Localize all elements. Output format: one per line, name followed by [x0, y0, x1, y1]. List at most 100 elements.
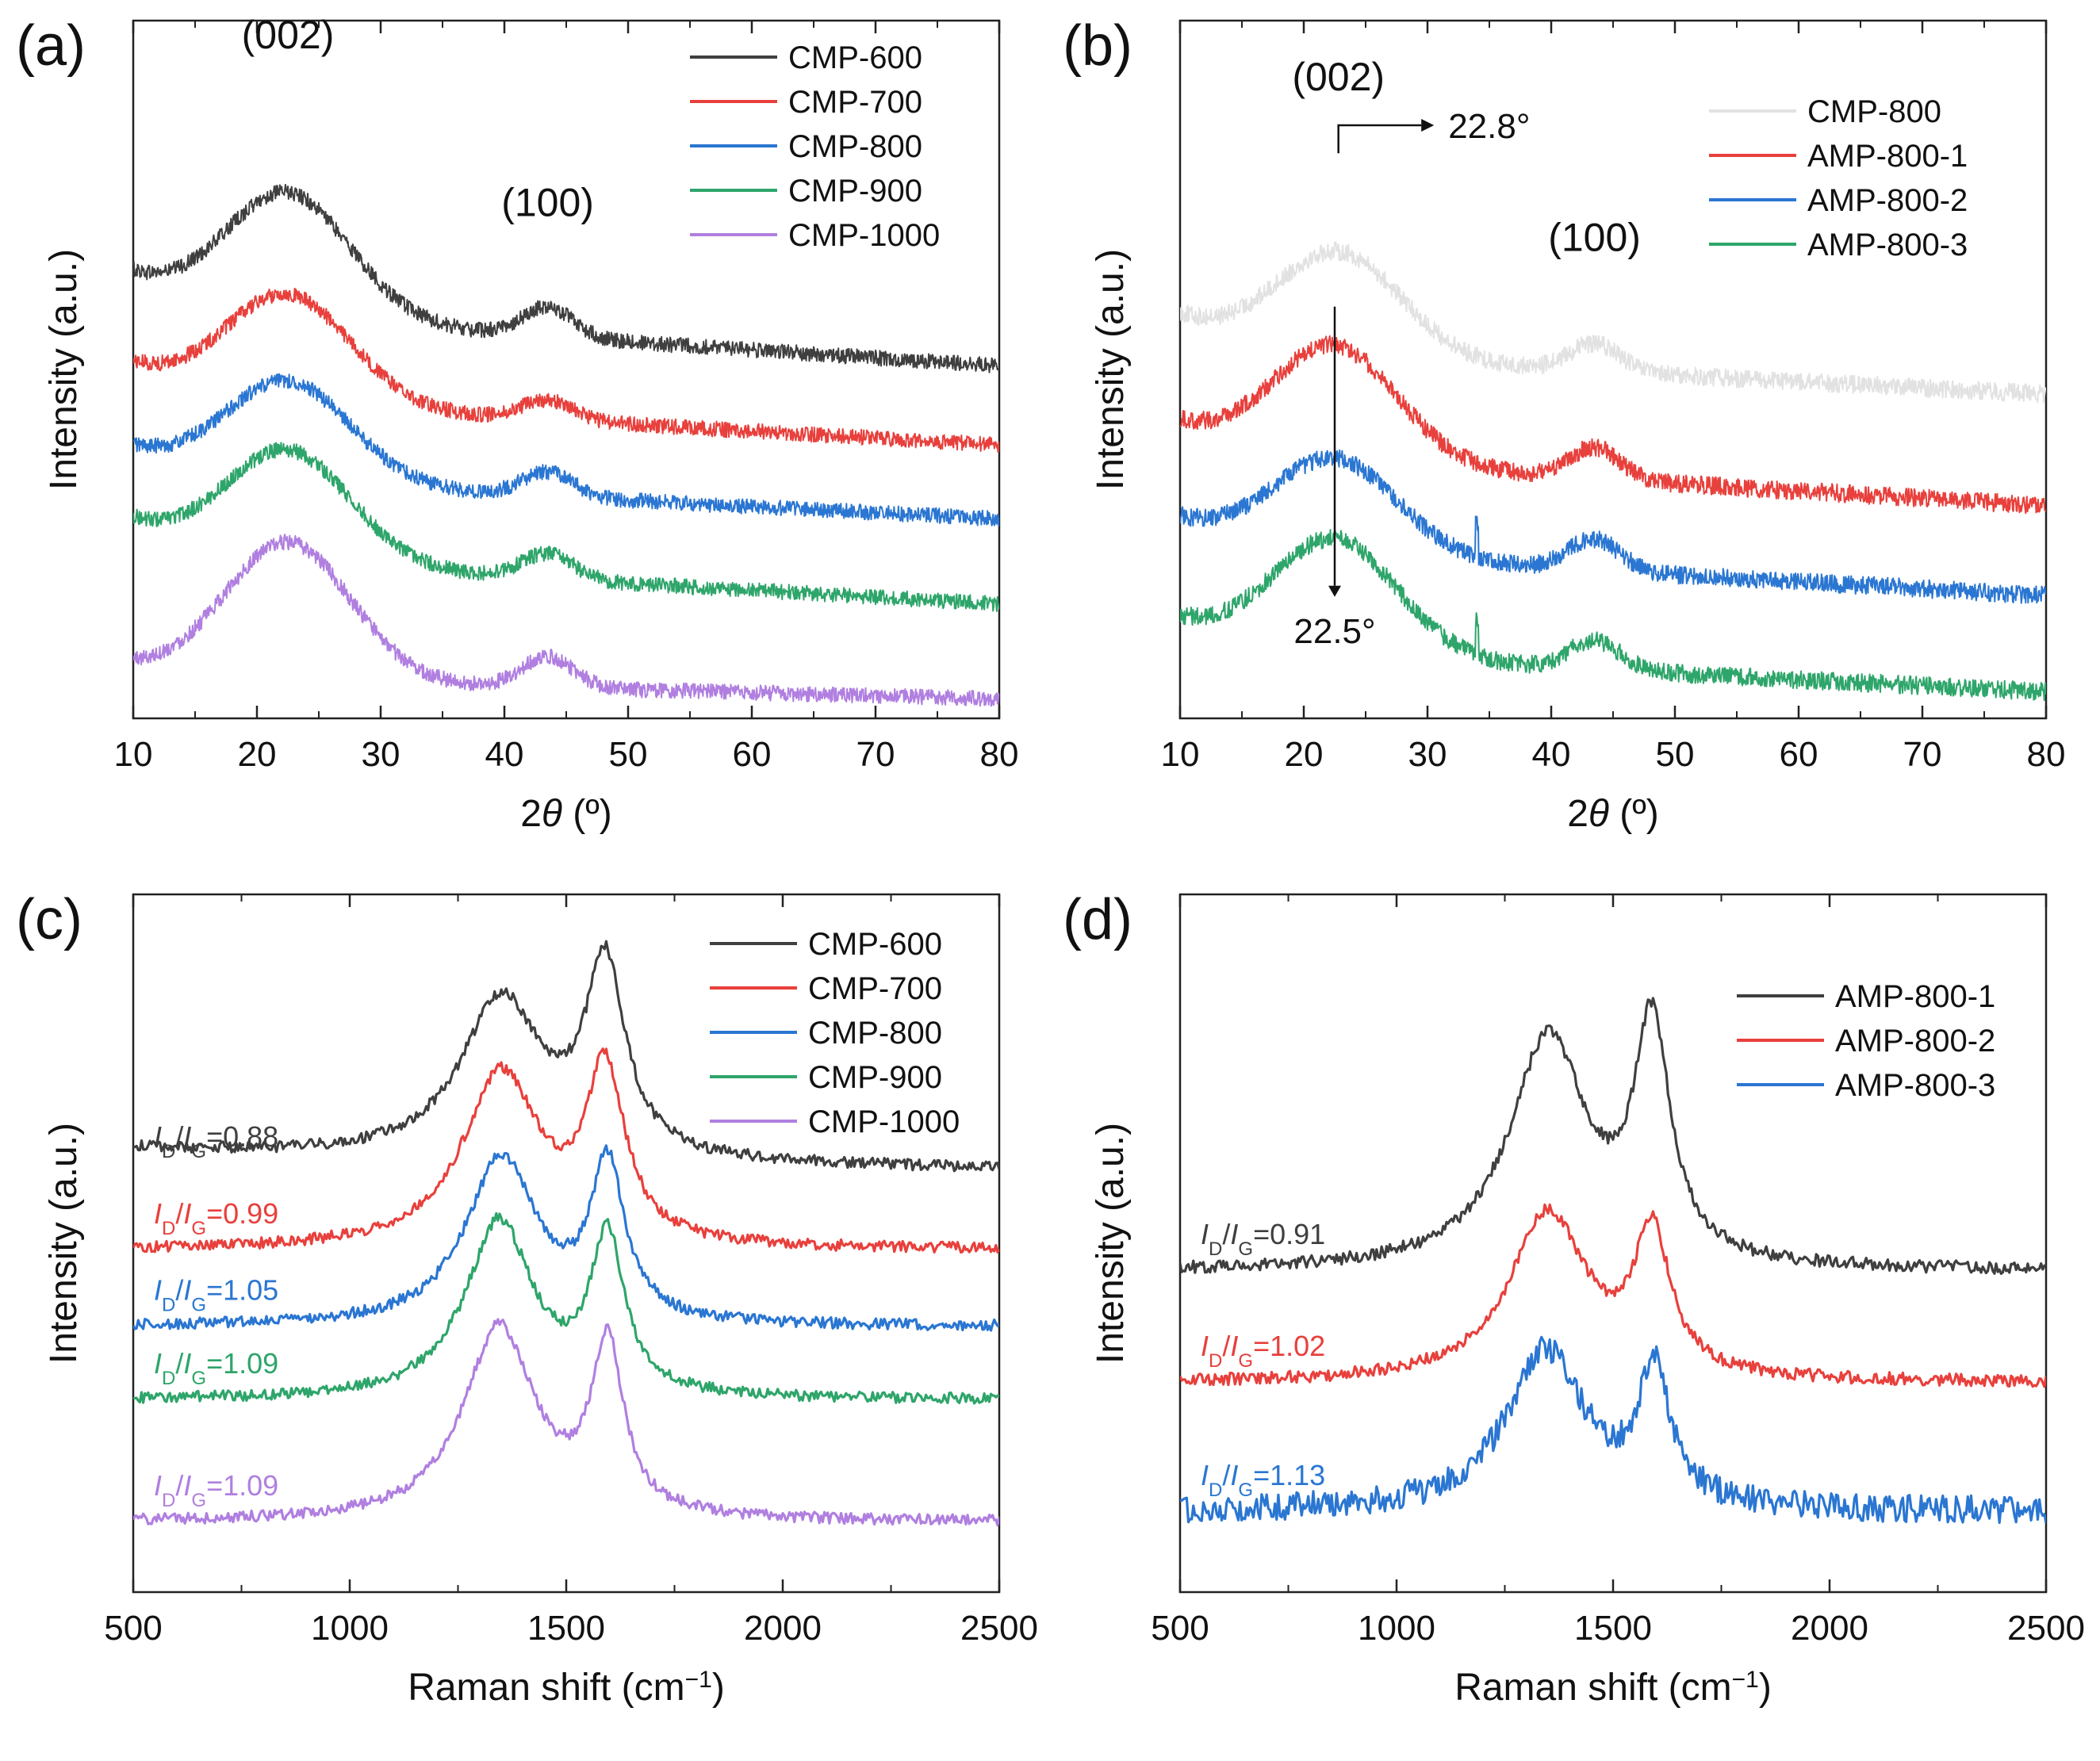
ratio-label-part: D	[162, 1368, 175, 1389]
ratio-label-part: I	[1201, 1330, 1209, 1362]
y-axis-label: Intensity (a.u.)	[1090, 249, 1132, 490]
x-axis-label-part: 2	[520, 793, 542, 835]
ratio-label-value: =1.09	[206, 1347, 278, 1380]
x-tick-label: 2500	[2007, 1609, 2085, 1648]
panel-d: 500 1000 1500 2000 2500 Raman shift (cm−1) Int…	[1063, 888, 2085, 1709]
ratio-label-part: I	[1230, 1459, 1238, 1491]
ratio-label: ID/IG=1.02	[1201, 1330, 1325, 1372]
x-tick-label: 500	[104, 1609, 162, 1648]
ratio-label-part: /	[1222, 1218, 1230, 1250]
x-tick-label: 2500	[960, 1609, 1038, 1648]
ratio-label-part: /	[175, 1469, 183, 1502]
series-line-cmp-1000	[133, 534, 999, 707]
ratio-label-part: I	[154, 1120, 162, 1153]
x-tick-label: 20	[238, 735, 277, 774]
legend-label: AMP-800-2	[1807, 183, 1968, 218]
series-line-amp-800-2	[1180, 1203, 2046, 1388]
ratio-label-part: D	[162, 1141, 175, 1162]
legend-label: CMP-700	[808, 971, 942, 1006]
panel-c: 500 1000 1500 2000 2500 Raman shift (cm−1) Int…	[16, 888, 1038, 1709]
y-axis-label: Intensity (a.u.)	[1090, 1123, 1132, 1364]
ratio-label-value: =1.13	[1253, 1459, 1325, 1491]
ratio-label-part: I	[183, 1120, 191, 1153]
ratio-label-value: =0.99	[206, 1197, 278, 1230]
annotation-arrowhead	[1328, 585, 1341, 597]
ratio-label-part: I	[183, 1274, 191, 1307]
legend: CMP-800 AMP-800-1 AMP-800-2 AMP-800-3	[1709, 94, 1968, 262]
x-axis-label-superscript: −1	[1732, 1667, 1759, 1693]
x-tick-label: 1500	[1574, 1609, 1652, 1648]
ratio-label-part: G	[1238, 1350, 1253, 1372]
legend: CMP-600 CMP-700 CMP-800 CMP-900 CMP-1000	[710, 927, 960, 1139]
x-tick-label: 70	[856, 735, 895, 774]
peak-label: (100)	[1548, 215, 1641, 259]
x-axis-label: 2θ (º)	[1567, 793, 1659, 835]
series-line-cmp-800	[1180, 241, 2046, 404]
legend-label: AMP-800-2	[1835, 1024, 1995, 1059]
panel-label: (c)	[16, 888, 82, 951]
ratio-label-part: G	[191, 1217, 206, 1238]
ratio-label-part: D	[162, 1217, 175, 1238]
annotation-arrow	[1337, 124, 1422, 154]
x-tick-label: 50	[609, 735, 648, 774]
legend-label: CMP-800	[788, 129, 922, 164]
series-line-cmp-700	[133, 287, 999, 453]
peak-label: (002)	[1292, 55, 1385, 99]
series-line-cmp-800	[133, 1144, 999, 1332]
legend-label: CMP-700	[788, 85, 922, 120]
ratio-label-part: /	[175, 1274, 183, 1307]
x-axis-label-part: 2	[1567, 793, 1588, 835]
series-line-cmp-700	[133, 1047, 999, 1254]
x-axis-label-theta: θ	[1588, 793, 1609, 835]
x-tick-label: 20	[1285, 735, 1324, 774]
ratio-label: ID/IG=0.91	[1201, 1218, 1325, 1260]
annotation-label: 22.5°	[1293, 612, 1375, 651]
x-tick-label: 50	[1656, 735, 1695, 774]
x-tick-label: 80	[2027, 735, 2066, 774]
x-tick-label: 60	[733, 735, 772, 774]
ratio-label-part: I	[154, 1469, 162, 1502]
ratio-label-value: =1.05	[206, 1274, 278, 1307]
x-tick-label: 80	[980, 735, 1019, 774]
ratio-label: ID/IG=1.13	[1201, 1459, 1325, 1501]
ratio-label: ID/IG=1.09	[154, 1347, 278, 1389]
ratio-label-part: D	[1209, 1238, 1222, 1260]
x-axis-label: Raman shift (cm−1)	[408, 1667, 725, 1709]
series-line-amp-800-1	[1180, 997, 2046, 1275]
x-tick-label: 40	[1532, 735, 1571, 774]
ratio-label: ID/IG=0.88	[154, 1120, 278, 1162]
legend-label: CMP-900	[788, 174, 922, 209]
series-line-amp-800-3	[1180, 529, 2046, 702]
x-tick-label: 1000	[1358, 1609, 1435, 1648]
ratio-label-part: I	[154, 1274, 162, 1307]
x-tick-label: 10	[114, 735, 153, 774]
series-line-cmp-600	[133, 940, 999, 1173]
ratio-label-part: G	[191, 1368, 206, 1389]
ratio-label-value: =1.02	[1253, 1330, 1325, 1362]
x-tick-label: 2000	[1791, 1609, 1868, 1648]
legend-label: CMP-800	[1807, 94, 1941, 129]
legend: AMP-800-1 AMP-800-2 AMP-800-3	[1737, 979, 1995, 1103]
ratio-label-part: D	[162, 1490, 175, 1511]
legend-label: CMP-900	[808, 1060, 942, 1095]
ratio-label-part: G	[191, 1141, 206, 1162]
ratio-label-part: G	[1238, 1479, 1253, 1500]
ratio-label: ID/IG=0.99	[154, 1197, 278, 1239]
series-line-cmp-900	[133, 442, 999, 612]
legend-label: AMP-800-1	[1835, 979, 1995, 1014]
legend-label: CMP-800	[808, 1016, 942, 1051]
x-tick-label: 60	[1780, 735, 1818, 774]
ratio-label-part: I	[154, 1197, 162, 1230]
x-axis-label: Raman shift (cm−1)	[1454, 1667, 1772, 1709]
x-tick-label: 30	[1408, 735, 1447, 774]
legend-label: AMP-800-3	[1835, 1068, 1995, 1103]
series-group	[1180, 997, 2046, 1525]
ratio-label: ID/IG=1.09	[154, 1469, 278, 1511]
x-axis-label-part: (º)	[562, 793, 612, 835]
x-tick-label: 40	[485, 735, 524, 774]
ratio-label-part: G	[1238, 1238, 1253, 1260]
series-line-amp-800-2	[1180, 449, 2046, 604]
ratio-label-value: =0.88	[206, 1120, 278, 1153]
x-tick-label: 1500	[527, 1609, 605, 1648]
